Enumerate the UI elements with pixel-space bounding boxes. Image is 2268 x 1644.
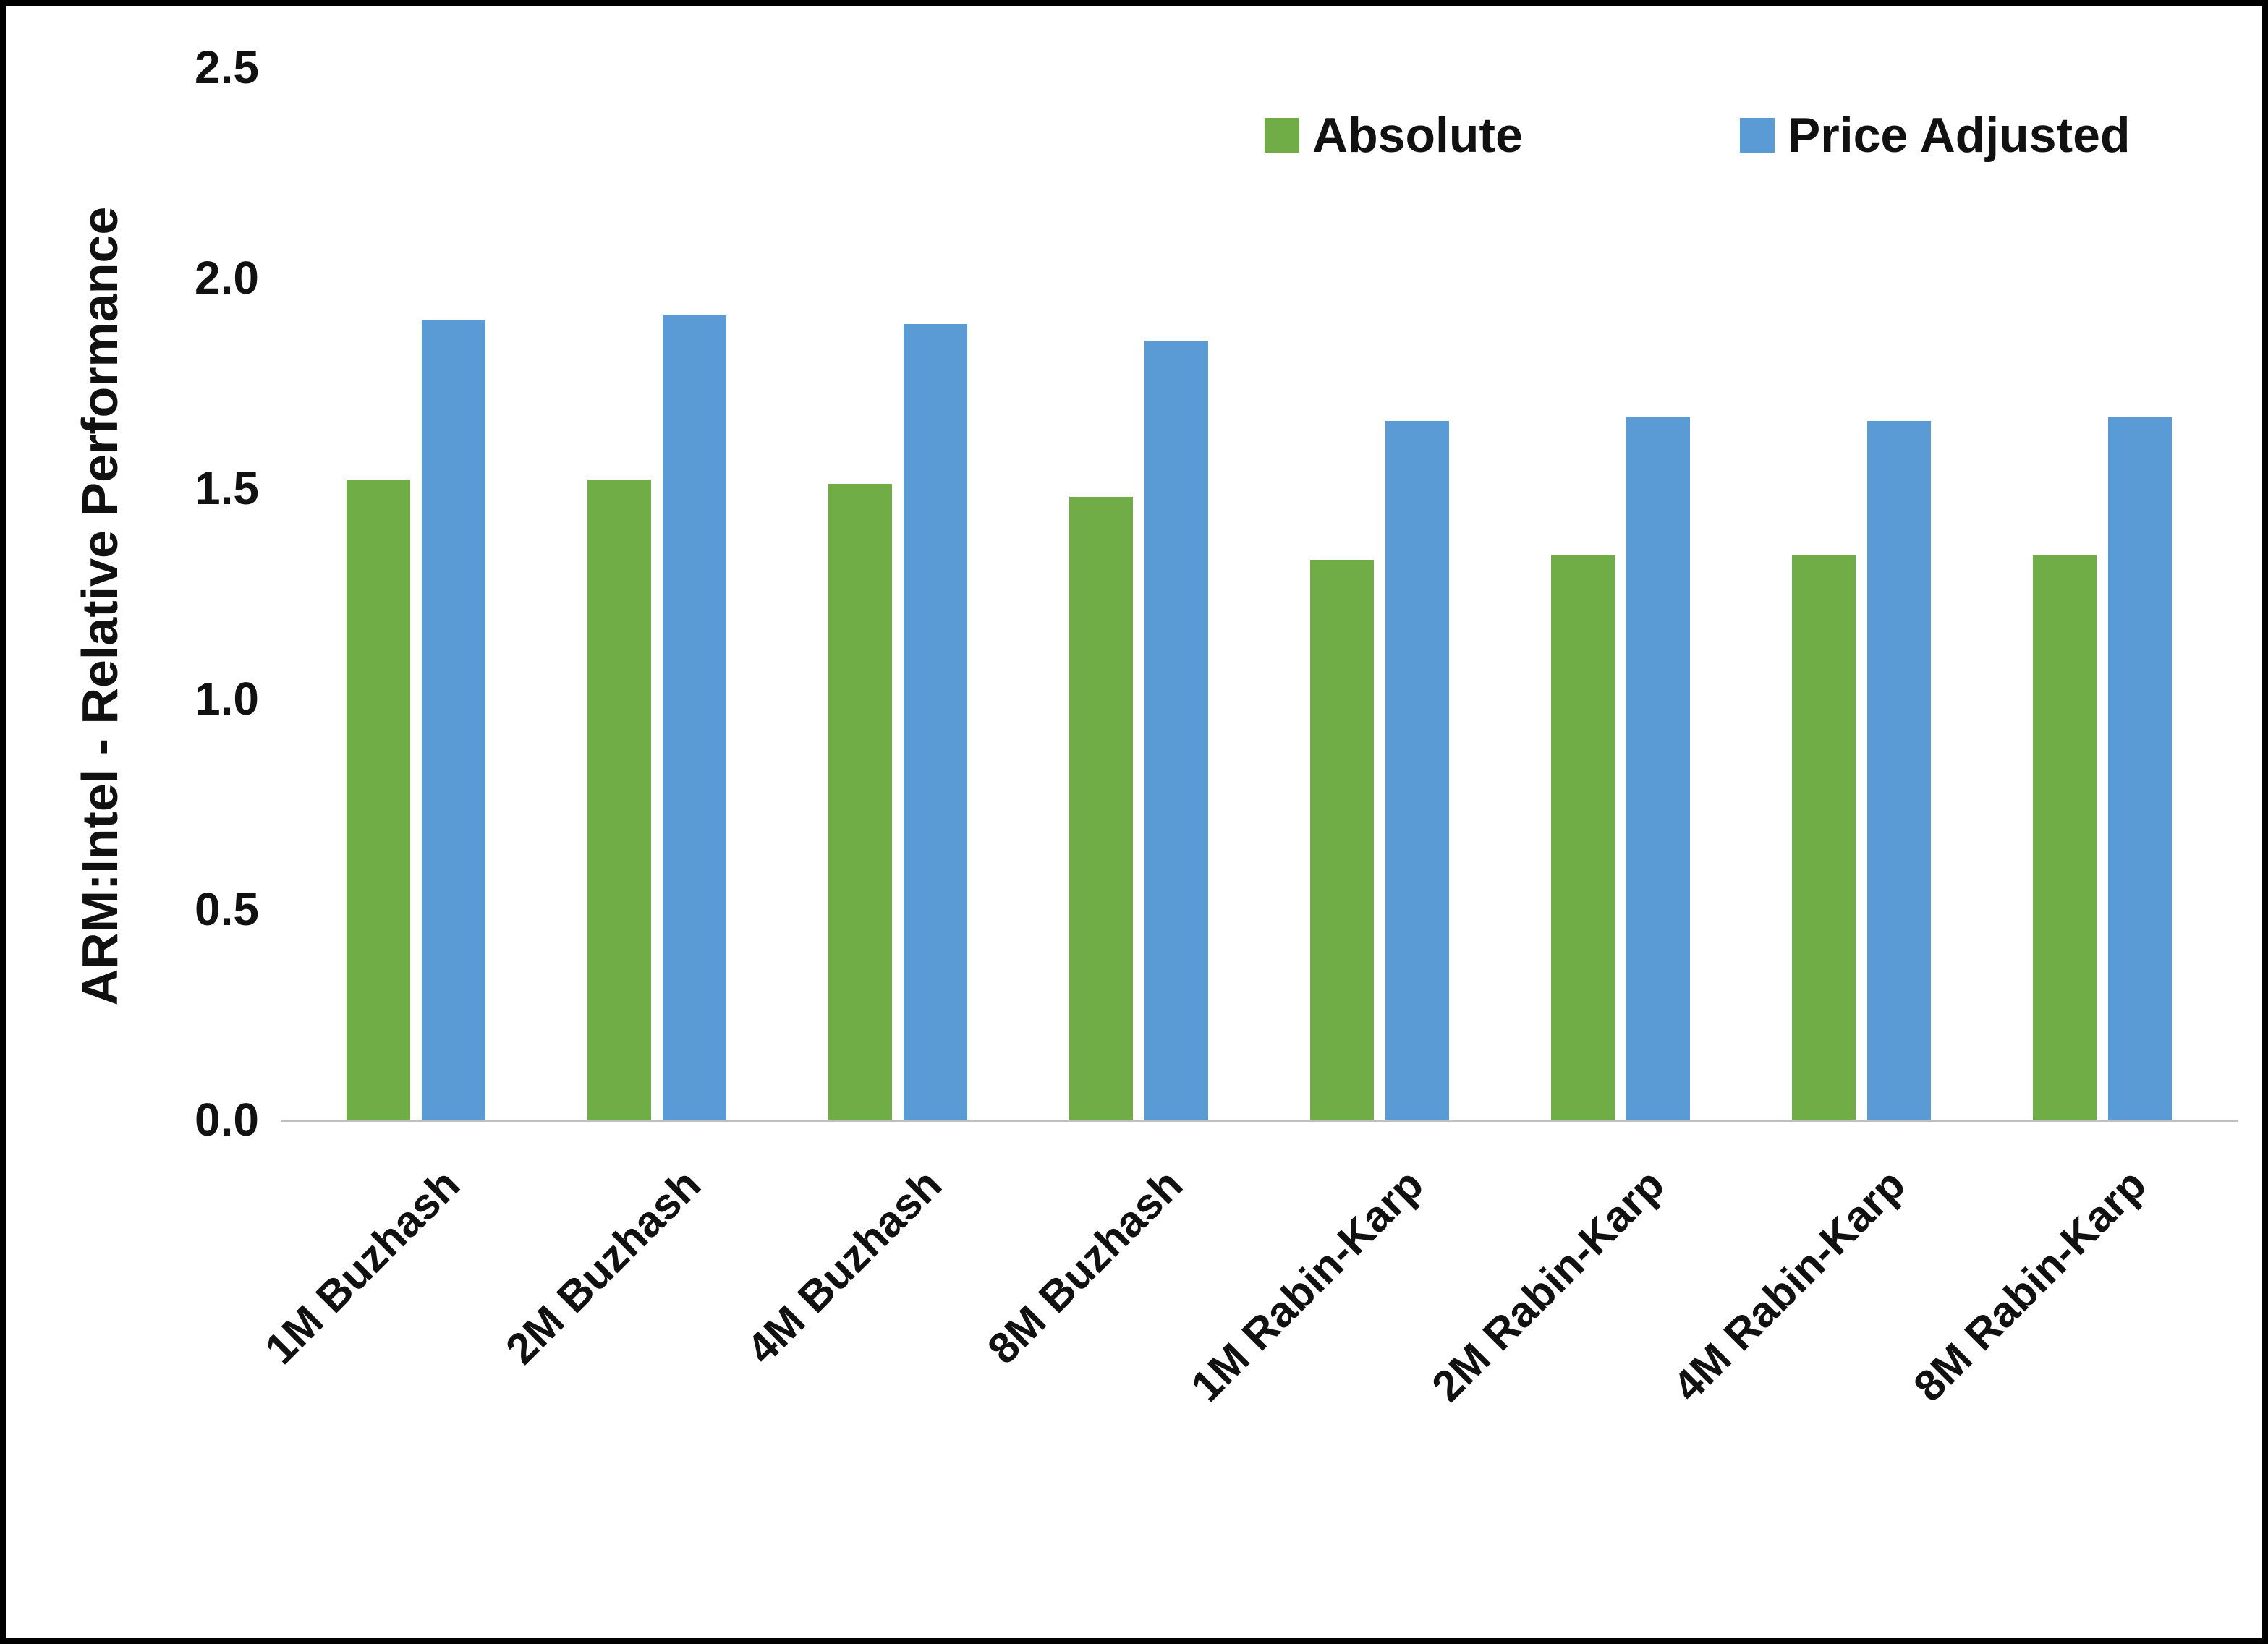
bar-absolute-1m-rabin-karp [1310,559,1375,1120]
y-tick-label: 2.0 [195,252,259,304]
x-axis-baseline [281,1120,2238,1122]
legend-label: Absolute [1312,108,1523,163]
bar-absolute-2m-rabin-karp [1551,555,1615,1120]
legend-label: Price Adjusted [1787,108,2131,163]
y-tick-label: 2.5 [195,41,259,93]
y-tick-label: 1.0 [195,673,259,725]
bar-absolute-1m-buzhash [346,480,410,1120]
bar-price-adjusted-8m-rabin-karp [2108,417,2173,1120]
bar-absolute-2m-buzhash [587,480,651,1120]
bar-absolute-8m-buzhash [1069,496,1133,1120]
bar-price-adjusted-1m-buzhash [421,320,485,1120]
bar-price-adjusted-1m-rabin-karp [1385,420,1450,1120]
legend-item: Absolute [1265,107,1523,163]
bar-absolute-4m-buzhash [828,484,892,1120]
y-tick-label: 0.5 [195,883,259,935]
y-tick-label: 1.5 [195,462,259,514]
bar-price-adjusted-8m-buzhash [1144,341,1208,1120]
legend: Absolute Price Adjusted [1265,107,2131,163]
bar-price-adjusted-4m-rabin-karp [1867,420,1932,1120]
bar-absolute-8m-rabin-karp [2033,555,2097,1120]
legend-item: Price Adjusted [1739,107,2131,163]
bar-price-adjusted-2m-buzhash [662,315,726,1120]
bar-price-adjusted-4m-buzhash [903,324,967,1120]
bar-price-adjusted-2m-rabin-karp [1626,417,1691,1120]
legend-swatch-icon [1739,118,1775,153]
legend-swatch-icon [1265,118,1299,153]
y-tick-label: 0.0 [195,1094,259,1146]
bar-absolute-4m-rabin-karp [1792,555,1856,1120]
